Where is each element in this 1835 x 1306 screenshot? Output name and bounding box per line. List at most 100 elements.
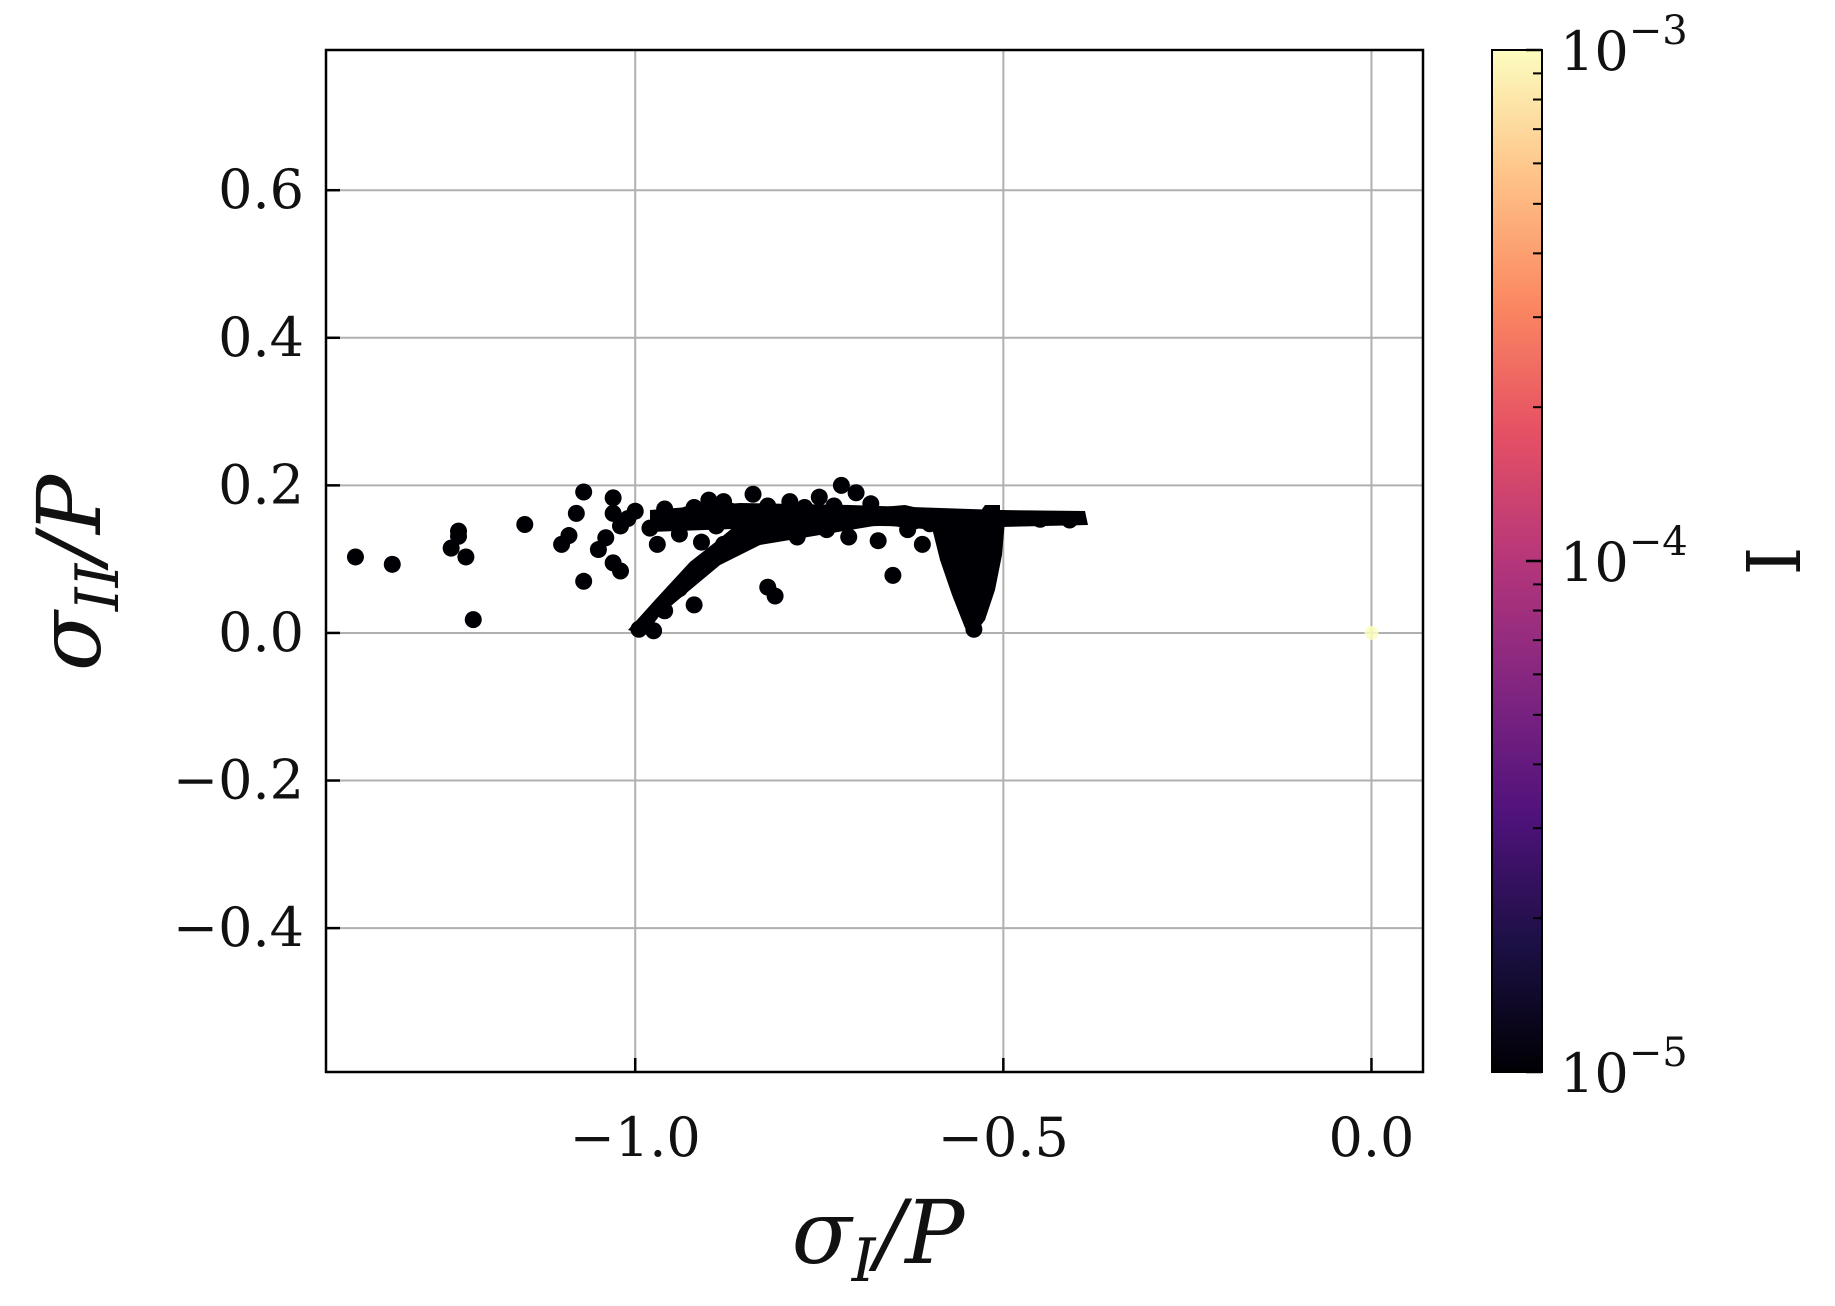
scatter-point: [913, 535, 931, 553]
scatter-point: [788, 528, 806, 546]
y-tick-label: 0.6: [218, 158, 304, 221]
scatter-point: [1364, 625, 1379, 640]
scatter-point: [950, 528, 968, 546]
x-label-suffix: /P: [868, 1181, 966, 1284]
scatter-point: [645, 622, 663, 640]
y-label-symbol: σ: [18, 608, 121, 671]
scatter-point: [759, 497, 777, 515]
scatter-point: [980, 535, 998, 553]
scatter-point: [604, 504, 622, 522]
x-tick-label: 0.0: [1329, 1106, 1415, 1169]
colorbar-tick-base: 10: [1560, 1042, 1629, 1105]
scatter-point: [832, 476, 850, 494]
x-tick-labels: −1.0 −0.5 0.0: [570, 1106, 1415, 1169]
y-tick-label: 0.0: [218, 601, 304, 664]
colorbar-tick-exponent: −3: [1629, 8, 1688, 54]
scatter-point: [847, 484, 865, 502]
scatter-point: [965, 620, 983, 638]
scatter-point: [656, 602, 674, 620]
scatter-point: [630, 620, 648, 638]
scatter-points: [346, 476, 1379, 640]
scatter-point: [648, 535, 666, 553]
scatter-point: [715, 535, 733, 553]
scatter-point: [810, 488, 828, 506]
axis-ticks: [326, 188, 1373, 1072]
y-tick-label: 0.4: [218, 306, 304, 369]
colorbar-tick-exponent: −5: [1629, 1030, 1688, 1076]
y-label-suffix: /P: [18, 473, 121, 571]
scatter-point: [766, 587, 784, 605]
scatter-point: [626, 502, 644, 520]
scatter-point: [597, 529, 615, 547]
scatter-point: [884, 566, 902, 584]
scatter-point: [840, 528, 858, 546]
scatter-point: [685, 499, 703, 517]
scatter-point: [1031, 510, 1049, 528]
y-tick-label: −0.2: [173, 749, 304, 812]
scatter-point: [670, 580, 688, 598]
scatter-point: [862, 495, 880, 513]
scatter-point: [773, 513, 791, 531]
colorbar-tick-base: 10: [1560, 20, 1629, 83]
scatter-point: [516, 515, 534, 533]
scatter-point: [803, 506, 821, 524]
x-axis-label: σI/P: [792, 1181, 966, 1296]
scatter-point: [685, 565, 703, 583]
scatter-point: [383, 555, 401, 573]
scatter-point: [692, 533, 710, 551]
colorbar-tick-base: 10: [1560, 531, 1629, 594]
scatter-point: [825, 497, 843, 515]
scatter-point: [1061, 511, 1079, 529]
x-label-subscript: I: [851, 1226, 877, 1296]
scatter-point: [744, 485, 762, 503]
scatter-point: [685, 596, 703, 614]
plot-background: [326, 50, 1423, 1072]
scatter-point: [751, 521, 769, 539]
scatter-point: [722, 502, 740, 520]
scatter-point: [700, 491, 718, 509]
scatter-point: [818, 521, 836, 539]
y-label-subscript: II: [63, 562, 133, 612]
x-tick-label: −0.5: [938, 1106, 1069, 1169]
scatter-point: [560, 527, 578, 545]
x-tick-label: −1.0: [570, 1106, 701, 1169]
scatter-point: [854, 510, 872, 528]
colorbar-tick-label: 10−4: [1560, 519, 1688, 594]
plot-frame: [324, 48, 1425, 1074]
scatter-point: [737, 510, 755, 528]
scatter-point: [604, 489, 622, 507]
scatter-point: [575, 572, 593, 590]
scatter-point: [781, 493, 799, 511]
y-axis-label: σII/P: [18, 473, 133, 671]
scatter-point: [869, 532, 887, 550]
scatter-point: [346, 548, 364, 566]
scatter-point: [450, 527, 468, 545]
colorbar-tick-exponent: −4: [1629, 519, 1688, 565]
colorbar-tick-labels: 10−510−410−3: [1560, 8, 1688, 1105]
scatter-point: [670, 525, 688, 543]
scatter-point: [611, 562, 629, 580]
scatter-point: [464, 611, 482, 629]
y-tick-labels: −0.4 −0.2 0.0 0.2 0.4 0.6: [173, 158, 304, 959]
y-tick-label: −0.4: [173, 896, 304, 959]
grid-lines: [326, 50, 1423, 1072]
scatter-point: [877, 506, 895, 524]
scatter-point: [707, 517, 725, 535]
scatter-point: [972, 572, 990, 590]
colorbar-tick-label: 10−5: [1560, 1030, 1688, 1105]
scatter-point: [700, 550, 718, 568]
colorbar-ticks: [1526, 48, 1542, 1074]
colorbar-label: I: [1732, 546, 1818, 575]
scatter-point: [567, 504, 585, 522]
scatter-point: [943, 550, 961, 568]
x-label-symbol: σ: [792, 1181, 855, 1284]
scatter-point: [994, 510, 1012, 528]
scatter-point: [457, 548, 475, 566]
scatter-point: [972, 521, 990, 539]
scatter-point: [641, 519, 659, 537]
scatter-point: [906, 512, 924, 530]
scatter-point: [663, 510, 681, 528]
colorbar-tick-label: 10−3: [1560, 8, 1688, 83]
